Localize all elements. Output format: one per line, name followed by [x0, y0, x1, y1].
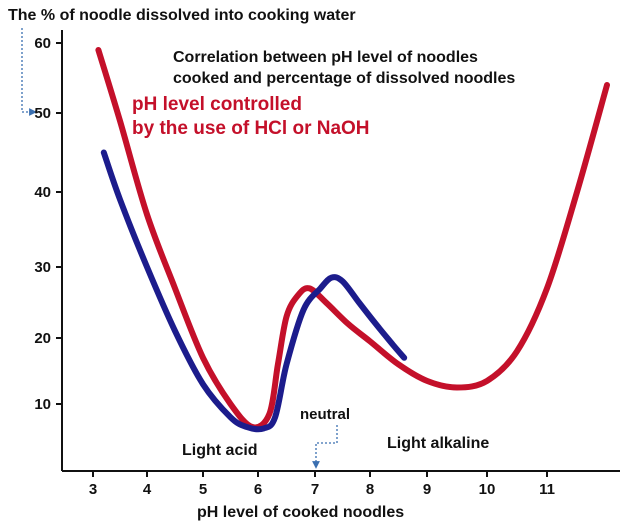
series-line-blue — [100, 149, 408, 433]
x-tick-label: 5 — [199, 481, 207, 498]
annotation-light-acid: Light acid — [182, 442, 258, 459]
y-tick-label: 20 — [34, 330, 51, 347]
annotation-neutral: neutral — [300, 406, 350, 423]
x-tick-label: 9 — [423, 481, 431, 498]
x-axis-label: pH level of cooked noodles — [197, 504, 404, 521]
y-label-arrow — [21, 28, 37, 116]
x-tick-label: 6 — [254, 481, 262, 498]
series-line-red — [95, 47, 610, 431]
y-tick-label: 50 — [34, 105, 51, 122]
neutral-arrow — [312, 425, 338, 469]
chart-title-line-2: cooked and percentage of dissolved noodl… — [173, 70, 515, 87]
subtitle-line-2: by the use of HCl or NaOH — [132, 118, 370, 139]
chart-title-line-1: Correlation between pH level of noodles — [173, 49, 478, 66]
x-tick-label: 3 — [89, 481, 97, 498]
x-tick-label: 7 — [311, 481, 319, 498]
x-tick-label: 11 — [539, 481, 555, 498]
x-tick-label: 8 — [366, 481, 374, 498]
y-tick-label: 60 — [34, 35, 51, 52]
annotation-light-alkaline: Light alkaline — [387, 435, 489, 452]
subtitle-line-1: pH level controlled — [132, 94, 302, 115]
y-tick-label: 30 — [34, 259, 51, 276]
y-axis-label: The % of noodle dissolved into cooking w… — [8, 7, 356, 24]
x-tick-label: 10 — [479, 481, 496, 498]
y-tick-label: 10 — [34, 396, 51, 413]
x-tick-label: 4 — [143, 481, 152, 498]
y-tick-label: 40 — [34, 184, 51, 201]
